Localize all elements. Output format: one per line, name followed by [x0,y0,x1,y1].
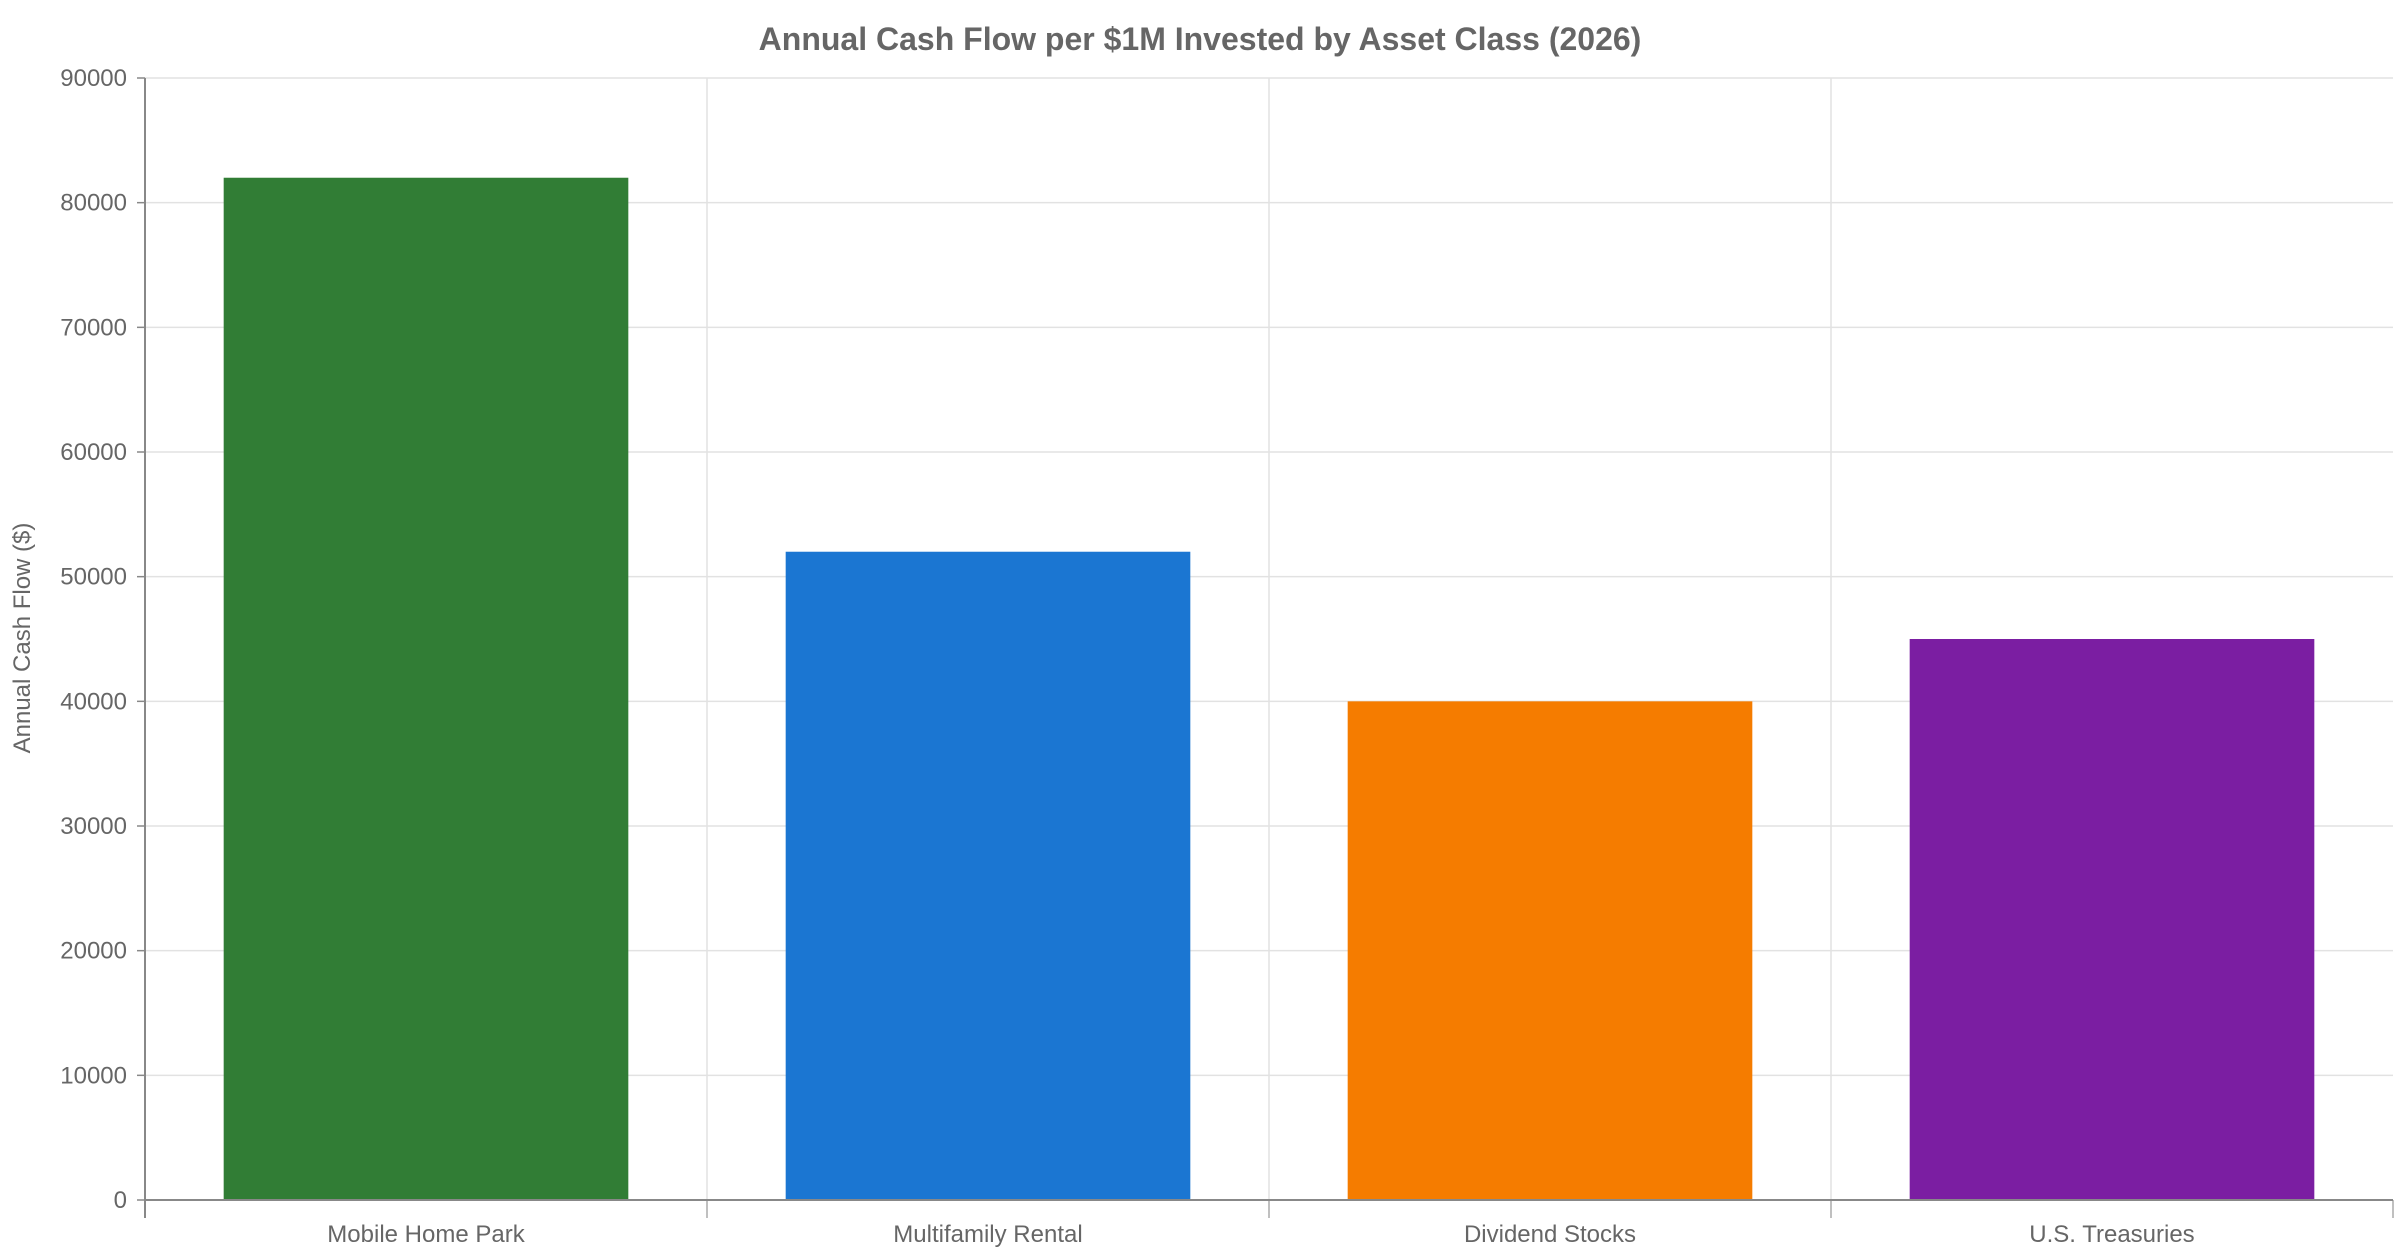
y-tick-label: 30000 [60,813,127,840]
y-tick-label: 80000 [60,190,127,217]
y-tick-label: 60000 [60,439,127,466]
bar-dividend-stocks [1347,701,1753,1200]
bar-multifamily-rental [785,551,1191,1200]
x-tick-label: Multifamily Rental [893,1221,1082,1248]
chart-title: Annual Cash Flow per $1M Invested by Ass… [759,21,1642,57]
bar-mobile-home-park [223,177,629,1200]
y-tick-label: 10000 [60,1062,127,1089]
y-tick-label: 20000 [60,938,127,965]
x-tick-labels: Mobile Home Park Multifamily Rental Divide… [327,1221,2194,1248]
x-tick-label: Dividend Stocks [1464,1221,1636,1248]
y-tick-label: 70000 [60,314,127,341]
y-tick-label: 50000 [60,564,127,591]
y-axis-label: Annual Cash Flow ($) [9,523,36,754]
bars [223,177,2315,1200]
axes [137,77,2394,1218]
y-tick-label: 0 [114,1187,127,1214]
y-tick-label: 40000 [60,688,127,715]
y-tick-labels: 0 10000 20000 30000 40000 50000 60000 70000 8000… [60,65,127,1214]
x-tick-label: U.S. Treasuries [2029,1221,2194,1248]
y-tick-label: 90000 [60,65,127,92]
x-tick-label: Mobile Home Park [327,1221,525,1248]
bar-u-s-treasuries [1909,639,2315,1200]
